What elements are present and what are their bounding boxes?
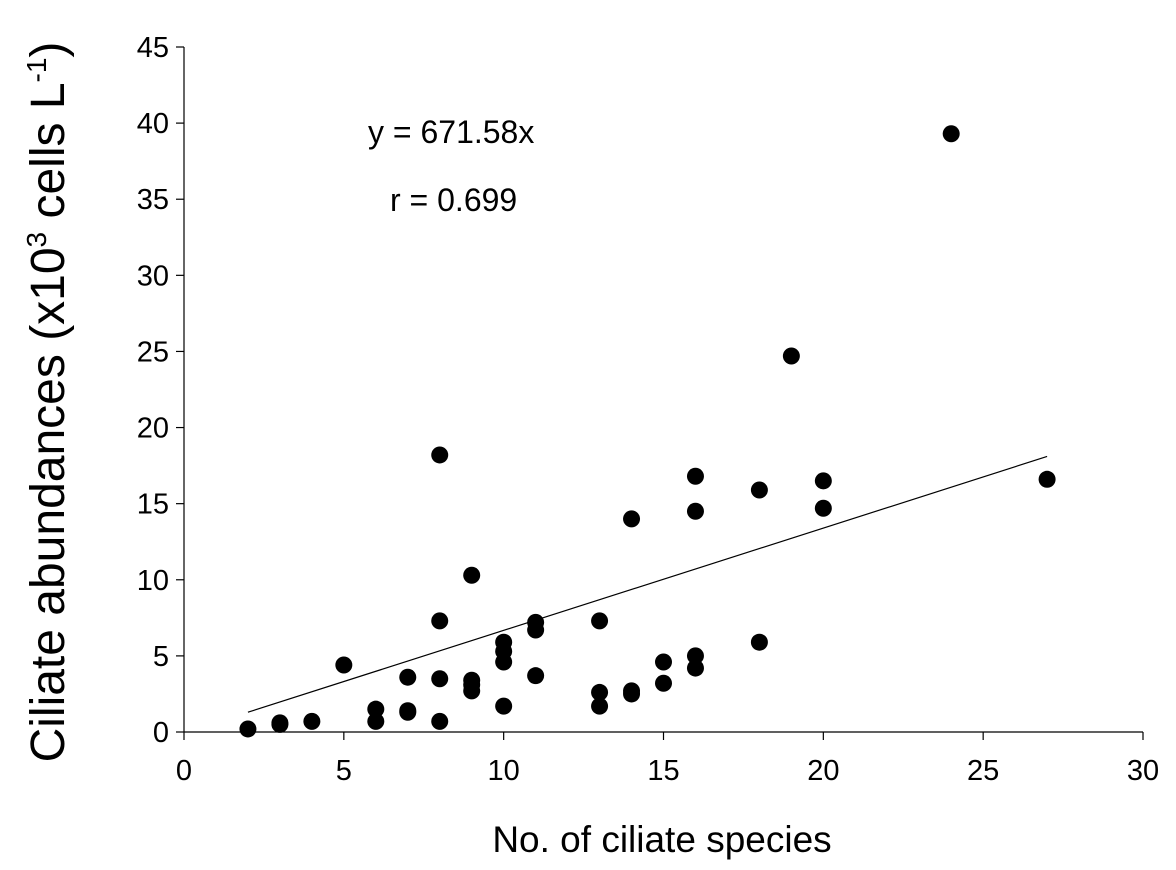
- y-tick-label: 25: [137, 336, 169, 368]
- data-point: [750, 633, 768, 651]
- data-point: [942, 125, 960, 143]
- data-point: [814, 472, 832, 490]
- data-point: [431, 446, 449, 464]
- axes: [183, 47, 1143, 733]
- x-tick-label: 15: [647, 755, 679, 787]
- data-point: [591, 612, 609, 630]
- data-point: [655, 653, 672, 671]
- y-tick-label: 20: [137, 413, 169, 445]
- data-point: [239, 720, 257, 738]
- data-point: [367, 712, 385, 730]
- y-axis-title-unit-exp: -1: [21, 58, 52, 83]
- data-point: [431, 712, 449, 730]
- y-tick-label: 15: [137, 489, 169, 521]
- data-point: [463, 671, 481, 689]
- data-point: [431, 612, 449, 630]
- data-point: [782, 347, 800, 365]
- data-point: [463, 566, 481, 584]
- y-axis-title-unit: cells L: [22, 82, 75, 231]
- data-point: [495, 697, 513, 715]
- x-tick-label: 10: [488, 755, 520, 787]
- data-point: [814, 499, 832, 517]
- correlation-label: r = 0.699: [390, 182, 517, 218]
- data-point: [367, 700, 385, 718]
- y-tick-label: 40: [137, 108, 169, 140]
- trendline: [247, 455, 1048, 713]
- y-tick-label: 45: [137, 32, 169, 64]
- data-point: [527, 667, 545, 685]
- x-tick-label: 0: [176, 755, 192, 787]
- data-point: [623, 682, 641, 700]
- data-point: [591, 683, 609, 701]
- data-point: [271, 714, 289, 732]
- data-point: [399, 668, 417, 686]
- data-points: [239, 125, 1056, 738]
- data-point: [686, 467, 704, 485]
- y-tick-label: 10: [137, 565, 169, 597]
- y-axis-title-main: Ciliate abundances (x10: [22, 247, 75, 762]
- y-axis-ticks: 0 5 10 15 20 25 30 35 40 45: [137, 32, 184, 749]
- data-point: [303, 712, 321, 730]
- data-point: [1038, 470, 1056, 488]
- data-point: [686, 659, 704, 677]
- y-axis-title: Ciliate abundances (x103 cells L-1): [21, 42, 75, 763]
- y-tick-label: 0: [153, 717, 169, 749]
- data-point: [399, 702, 417, 720]
- x-tick-label: 5: [336, 755, 352, 787]
- data-point: [623, 510, 641, 528]
- y-tick-label: 5: [153, 641, 169, 673]
- data-point: [655, 674, 672, 692]
- y-tick-label: 35: [137, 184, 169, 216]
- x-axis-ticks: 0 5 10 15 20 25 30: [176, 732, 1159, 787]
- y-tick-label: 30: [137, 260, 169, 292]
- trendline-equation: y = 671.58x: [368, 114, 534, 150]
- data-point: [335, 656, 353, 674]
- data-point: [495, 633, 513, 651]
- data-point: [686, 502, 704, 520]
- y-axis-title-exp: 3: [21, 232, 52, 248]
- data-point: [431, 670, 449, 688]
- y-axis-title-close: ): [22, 42, 75, 58]
- x-tick-label: 30: [1127, 755, 1159, 787]
- x-axis-title: No. of ciliate species: [492, 819, 831, 860]
- x-tick-label: 20: [807, 755, 839, 787]
- data-point: [527, 613, 545, 631]
- data-point: [750, 481, 768, 499]
- x-tick-label: 25: [967, 755, 999, 787]
- data-point: [591, 697, 609, 715]
- data-point: [686, 647, 704, 665]
- trendline-group: [247, 455, 1048, 713]
